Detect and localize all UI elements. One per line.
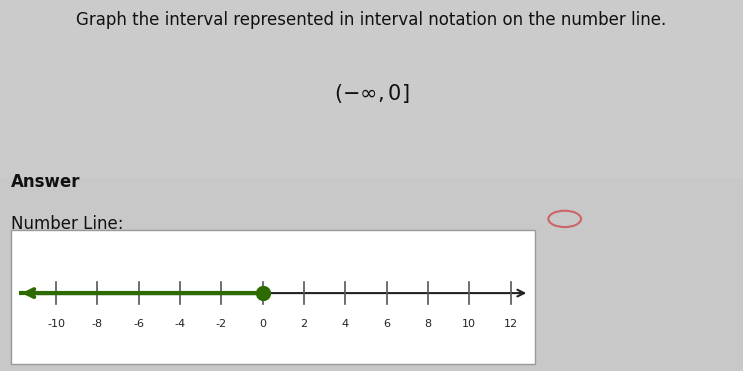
Point xyxy=(257,290,269,296)
Text: 12: 12 xyxy=(504,319,518,329)
Text: 8: 8 xyxy=(424,319,432,329)
Text: 0: 0 xyxy=(259,319,266,329)
Text: Number Line:: Number Line: xyxy=(11,215,123,233)
Text: -6: -6 xyxy=(133,319,144,329)
Text: $(-\infty, 0]$: $(-\infty, 0]$ xyxy=(334,82,409,105)
FancyBboxPatch shape xyxy=(0,178,743,371)
Text: Answer: Answer xyxy=(11,173,81,191)
Text: 6: 6 xyxy=(383,319,390,329)
Text: 4: 4 xyxy=(342,319,349,329)
Text: 10: 10 xyxy=(462,319,476,329)
Text: -4: -4 xyxy=(175,319,186,329)
FancyBboxPatch shape xyxy=(11,230,535,364)
Text: -10: -10 xyxy=(47,319,65,329)
Text: Graph the interval represented in interval notation on the number line.: Graph the interval represented in interv… xyxy=(77,11,666,29)
Text: -8: -8 xyxy=(92,319,103,329)
Text: -2: -2 xyxy=(216,319,227,329)
Text: 2: 2 xyxy=(300,319,308,329)
